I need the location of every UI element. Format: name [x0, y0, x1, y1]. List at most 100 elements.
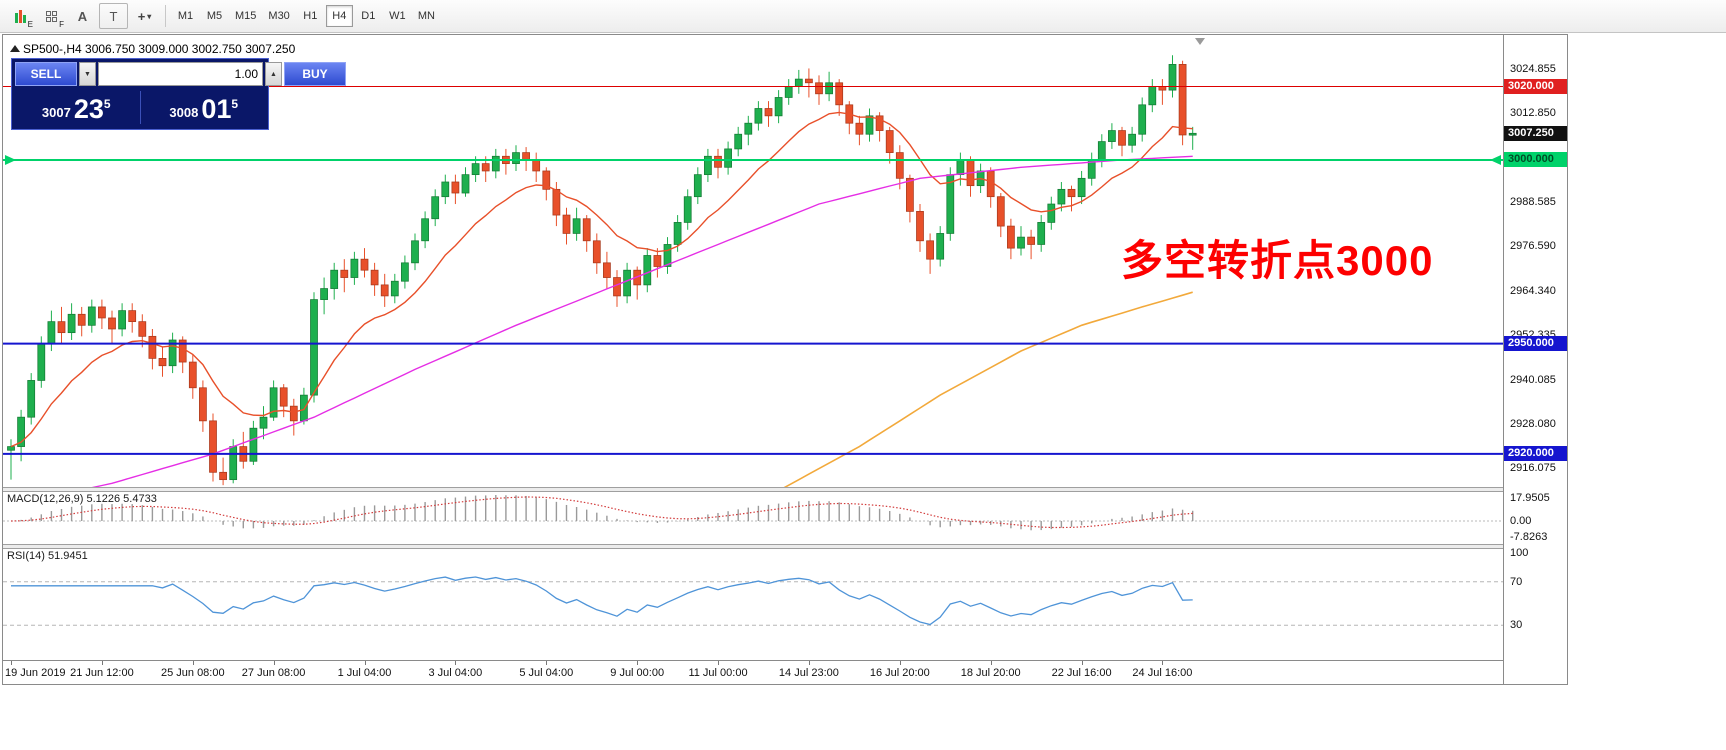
grid-style-icon[interactable]: F	[37, 3, 66, 29]
chart-plot-area[interactable]: SP500-,H4 3006.750 3009.000 3002.750 300…	[3, 35, 1567, 684]
time-axis-label: 18 Jul 20:00	[960, 667, 1021, 679]
annotation-text: 多空转折点3000	[1121, 237, 1434, 284]
timeframe-h4[interactable]: H4	[325, 5, 353, 27]
price-axis-label: 2916.075	[1510, 462, 1556, 475]
price-axis-label: 3024.855	[1510, 62, 1556, 75]
timeframe-group: M1 M5 M15 M30 H1 H4 D1 W1 MN	[171, 5, 441, 27]
time-axis-label: 14 Jul 23:00	[778, 667, 839, 679]
ask-main: 3008	[169, 105, 199, 120]
price-divider	[139, 91, 141, 124]
timeframe-m1[interactable]: M1	[177, 10, 194, 22]
price-tag: 3007.250	[1504, 125, 1567, 141]
crosshair-tool-icon[interactable]: + ▾	[130, 3, 159, 29]
timeframe-h1[interactable]: H1	[303, 10, 318, 22]
time-axis-label: 1 Jul 04:00	[337, 667, 392, 679]
time-axis[interactable]: 19 Jun 2019 21 Jun 12:00 25 Jun 08:00 27 Ju…	[3, 660, 1567, 684]
ask-price: 3008 01 5	[143, 89, 266, 126]
time-axis-label: 19 Jun 2019	[5, 667, 66, 679]
ask-sup: 5	[231, 97, 239, 111]
text-box-tool-icon[interactable]: T	[99, 3, 128, 29]
macd-axis-label: 17.9505	[1510, 492, 1550, 504]
lot-increase-button[interactable]: ▲	[265, 62, 282, 86]
time-tick	[1162, 661, 1164, 665]
time-axis-label: 5 Jul 04:00	[519, 667, 574, 679]
time-tick	[192, 661, 194, 665]
price-axis-label: 2940.085	[1510, 374, 1556, 387]
price-axis-label: 2928.080	[1510, 418, 1556, 431]
sell-button[interactable]: SELL	[15, 62, 77, 86]
rsi-label: RSI(14) 51.9451	[7, 550, 88, 562]
time-axis-label: 25 Jun 08:00	[160, 667, 225, 679]
rsi-axis-label: 100	[1510, 547, 1529, 559]
lot-size-input[interactable]	[98, 62, 263, 86]
time-tick	[364, 661, 366, 665]
macd-axis-label: 0.00	[1510, 515, 1532, 527]
time-axis-label: 3 Jul 04:00	[428, 667, 483, 679]
price-tag: 2920.000	[1504, 446, 1567, 462]
mini-candles-glyph	[15, 9, 26, 23]
rsi-axis-label: 70	[1510, 575, 1523, 588]
time-tick	[273, 661, 275, 665]
chart-shift-icon[interactable]	[1195, 38, 1205, 45]
chart-window: SP500-,H4 3006.750 3009.000 3002.750 300…	[2, 34, 1568, 685]
letter-a-glyph: A	[77, 8, 88, 24]
pane-splitter-macd[interactable]	[3, 487, 1567, 492]
time-axis-label: 21 Jun 12:00	[70, 667, 134, 679]
toolbar-separator	[165, 5, 166, 27]
macd-label: MACD(12,26,9) 5.1226 5.4733	[7, 493, 157, 505]
time-tick	[718, 661, 719, 665]
time-axis-label: 24 Jul 16:00	[1132, 667, 1193, 679]
time-tick	[808, 661, 810, 665]
price-axis-label: 3012.850	[1510, 106, 1556, 119]
timeframe-m30[interactable]: M30	[268, 10, 290, 22]
bid-sup: 5	[103, 97, 111, 111]
one-click-collapse-icon[interactable]	[10, 45, 20, 52]
rsi-pane[interactable]	[3, 547, 1503, 660]
macd-pane[interactable]	[3, 490, 1503, 544]
crosshair-glyph: +	[137, 8, 146, 24]
chart-header-ohlc: SP500-,H4 3006.750 3009.000 3002.750 300…	[23, 42, 296, 56]
timeframe-d1[interactable]: D1	[361, 10, 376, 22]
rsi-axis-label: 30	[1510, 619, 1523, 632]
time-tick	[990, 661, 992, 665]
chevron-down-icon: ▾	[147, 11, 152, 21]
time-axis-label: 11 Jul 00:00	[688, 667, 748, 679]
price-pane[interactable]	[3, 35, 1503, 487]
macd-axis-label: -7.8263	[1510, 531, 1548, 543]
candlestick-style-icon[interactable]: E	[6, 3, 35, 29]
text-label-tool-icon[interactable]: A	[68, 3, 97, 29]
icon-sub-f: F	[59, 20, 64, 29]
letter-t-glyph: T	[109, 8, 118, 24]
time-axis-label: 9 Jul 00:00	[610, 667, 665, 679]
price-axis-label: 2988.585	[1510, 195, 1556, 208]
time-tick	[1081, 661, 1083, 665]
bid-price: 3007 23 5	[15, 89, 138, 126]
timeframe-w1[interactable]: W1	[389, 10, 406, 22]
timeframe-m5[interactable]: M5	[206, 10, 223, 22]
time-axis-label: 27 Jun 08:00	[241, 667, 306, 679]
price-axis-label: 2964.340	[1510, 284, 1556, 297]
ask-big: 01	[201, 94, 232, 124]
toolbar: E F A T + ▾ M1 M5 M15 M30 H1 H4 D1 W1 MN	[0, 0, 1726, 33]
timeframe-m15[interactable]: M15	[235, 10, 257, 22]
time-tick	[101, 661, 103, 665]
price-axis[interactable]: 3024.855 3012.850 2988.585 2976.590 2964.340…	[1503, 35, 1567, 684]
time-tick	[546, 661, 548, 665]
one-click-trading-panel: SELL ▼ ▲ BUY 3007 23 5 3008 01 5	[11, 58, 346, 130]
time-tick	[11, 661, 12, 665]
mini-grid-glyph	[46, 10, 57, 22]
time-tick	[455, 661, 457, 665]
timeframe-mn[interactable]: MN	[417, 10, 435, 22]
lot-decrease-button[interactable]: ▼	[79, 62, 96, 86]
price-tag: 2950.000	[1504, 336, 1567, 352]
time-axis-label: 22 Jul 16:00	[1051, 667, 1112, 679]
price-tag: 3020.000	[1504, 78, 1567, 94]
pane-splitter-rsi[interactable]	[3, 544, 1567, 549]
price-tag: 3000.000	[1504, 152, 1567, 168]
price-axis-label: 2976.590	[1510, 239, 1556, 252]
time-axis-label: 16 Jul 20:00	[869, 667, 930, 679]
bid-main: 3007	[41, 105, 71, 120]
bid-big: 23	[73, 94, 104, 124]
buy-button[interactable]: BUY	[284, 62, 346, 86]
time-tick	[899, 661, 901, 665]
